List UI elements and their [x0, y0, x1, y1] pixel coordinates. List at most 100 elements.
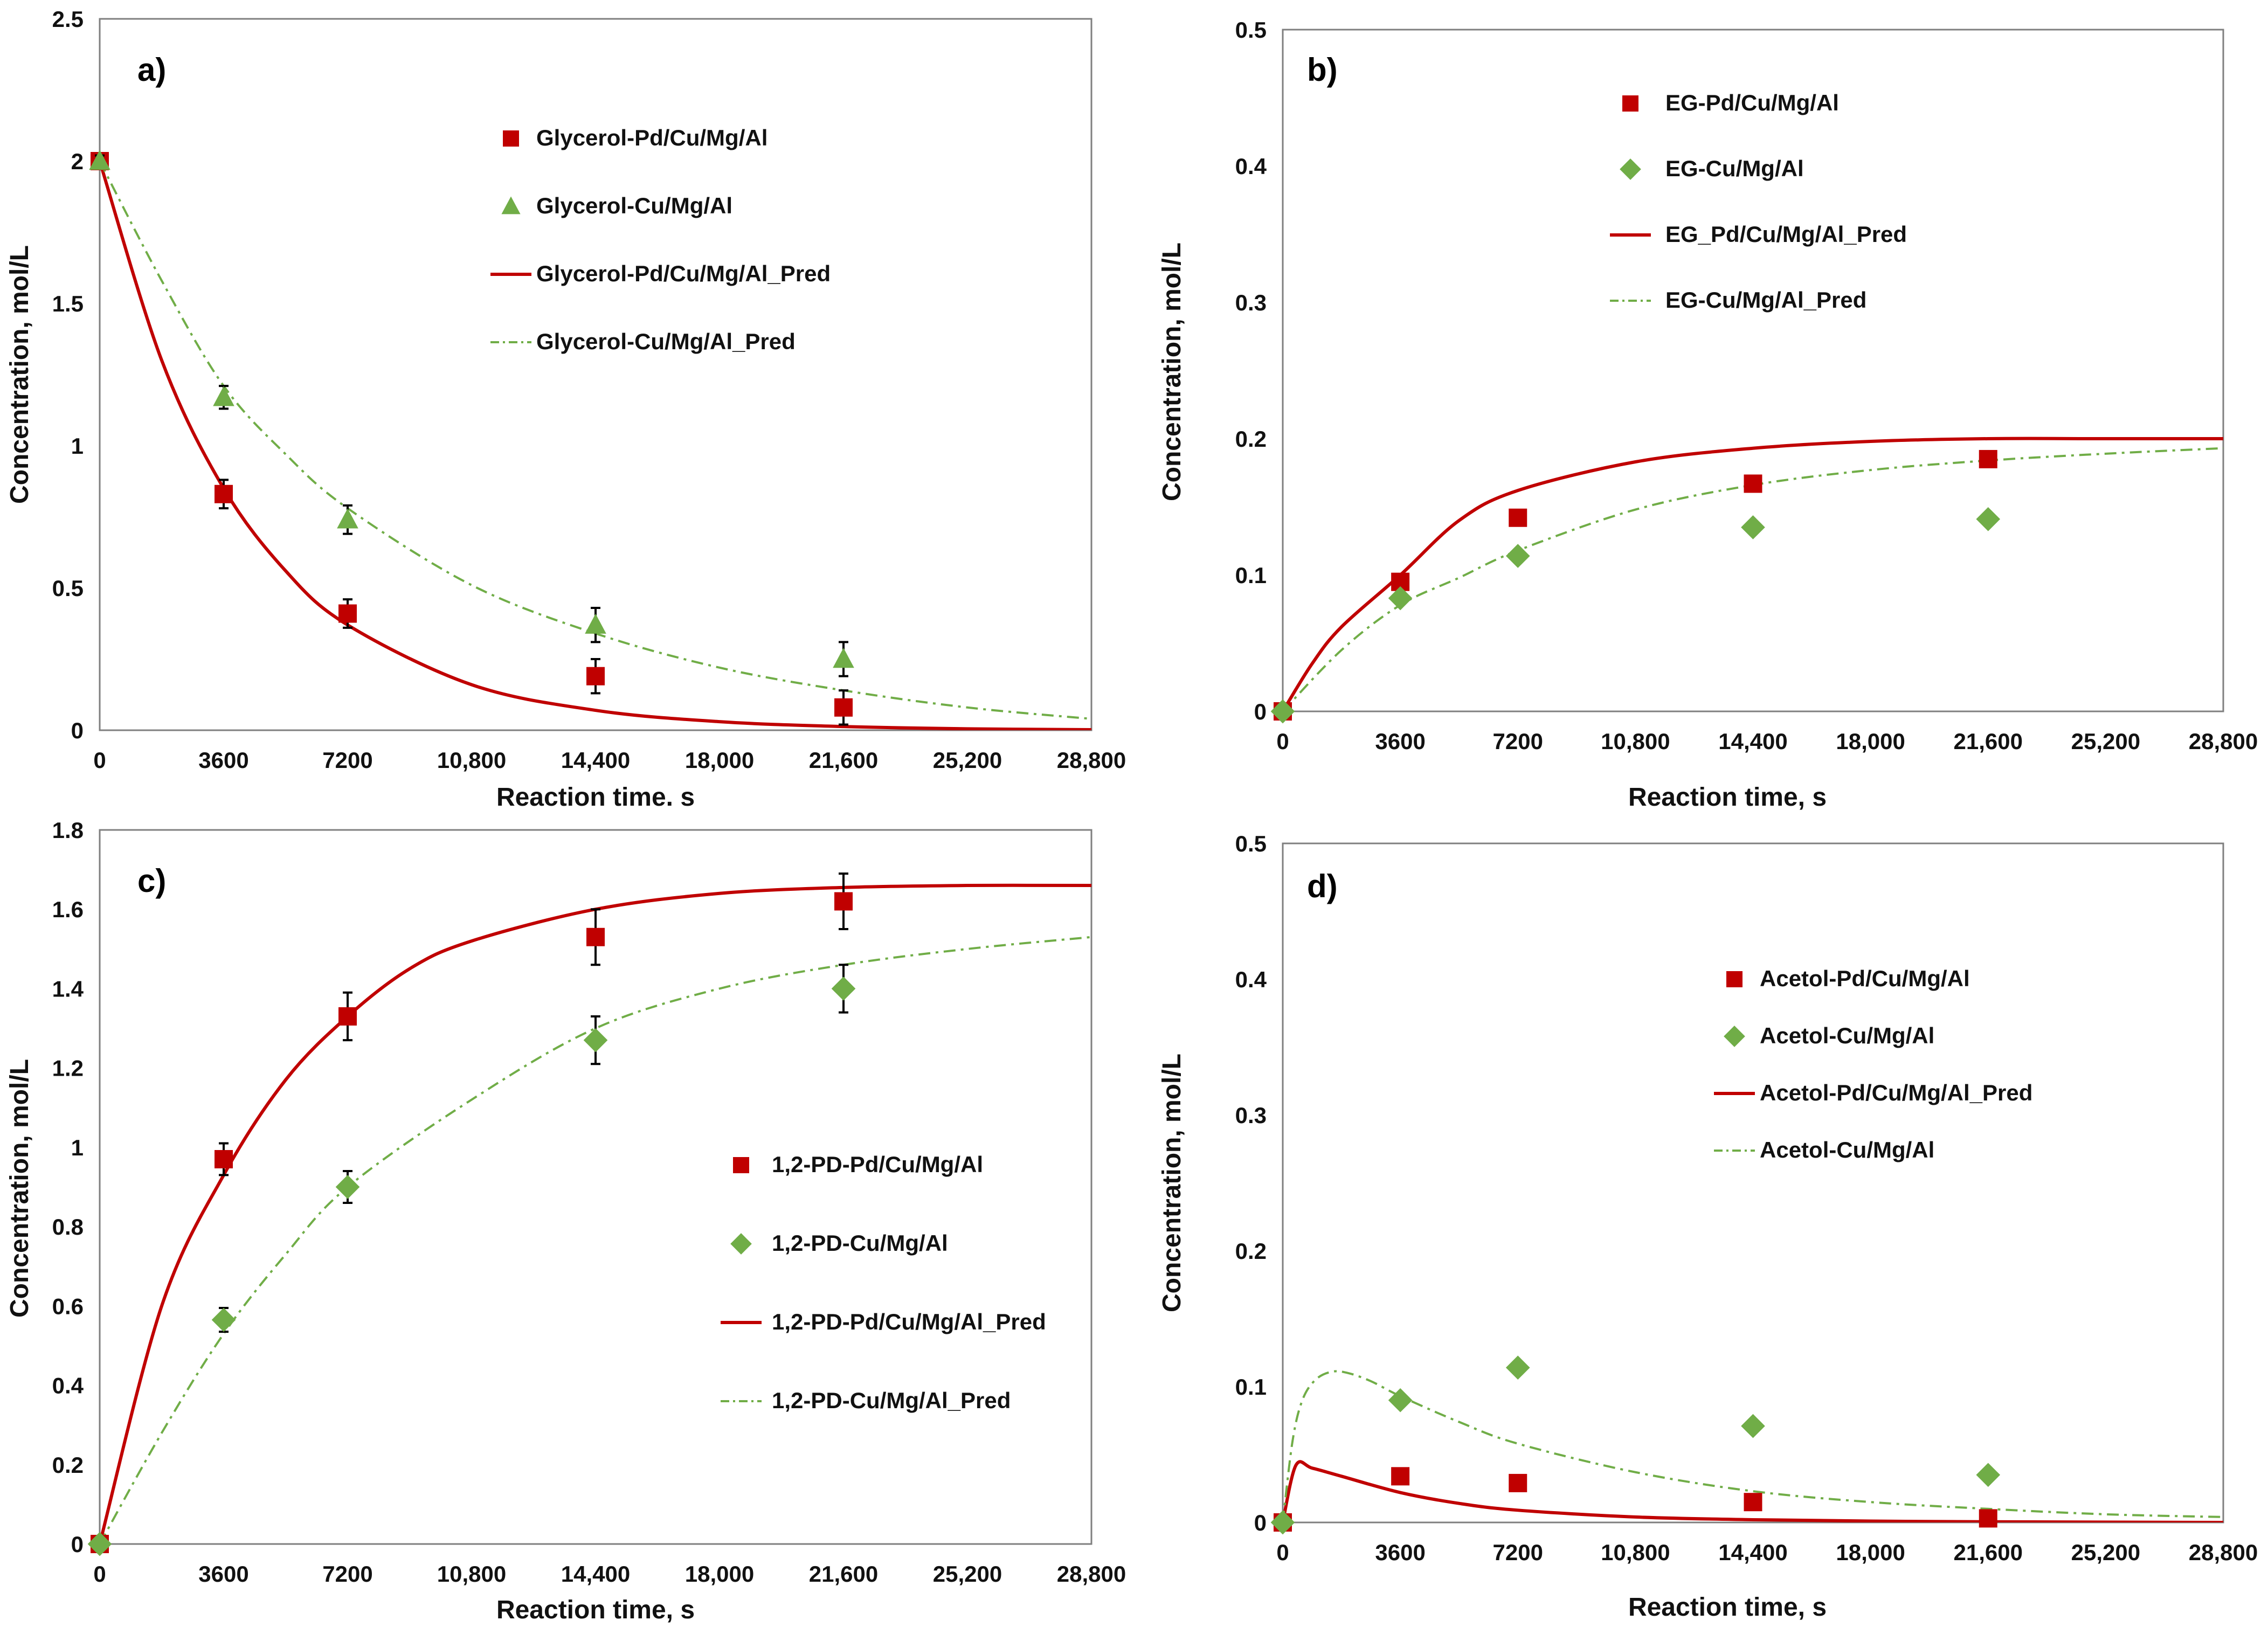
legend-label: Acetol-Cu/Mg/Al: [1760, 1137, 1934, 1162]
data-point: [586, 667, 605, 686]
plot-area: [1282, 29, 2224, 712]
panel-d: 0 0.1 0.2 0.3 0.4 0.5 0 3600 7200 10,800 14,400 18,…: [1158, 831, 2258, 1622]
data-point: [583, 1028, 608, 1053]
series-line: [100, 883, 1091, 1544]
x-tick-label: 28,800: [2189, 1540, 2258, 1565]
data-point: [1976, 507, 2001, 531]
legend-marker: [1726, 971, 1743, 987]
data-point: [834, 892, 853, 911]
data-point: [338, 1007, 357, 1026]
y-tick-label: 0.3: [1235, 1103, 1267, 1128]
panel-a: 0 0.5 1 1.5 2 2.5 0 3600 7200 10,800 14,400 18,000 2…: [5, 6, 1126, 812]
x-axis-title: Reaction time, s: [1628, 1593, 1827, 1622]
y-tick-label: 0.4: [1235, 154, 1267, 179]
legend-label: EG-Cu/Mg/Al_Pred: [1665, 287, 1866, 313]
y-tick-label: 1.4: [52, 976, 84, 1001]
series-line: [100, 936, 1091, 1544]
panel-label: d): [1307, 868, 1338, 904]
legend-label: EG-Pd/Cu/Mg/Al: [1665, 90, 1839, 115]
data-point: [1744, 1493, 1762, 1512]
data-point: [586, 927, 605, 946]
legend-marker: [1622, 95, 1638, 112]
series-line: [100, 161, 1091, 730]
x-tick-label: 18,000: [1836, 1540, 1905, 1565]
legend-label: Glycerol-Pd/Cu/Mg/Al: [536, 125, 767, 150]
data-point: [89, 150, 110, 170]
data-point: [1509, 1473, 1527, 1492]
x-tick-label: 3600: [1375, 729, 1425, 754]
x-axis-title: Reaction time, s: [496, 1596, 695, 1624]
plot-area: [99, 829, 1092, 1545]
legend-marker: [501, 196, 521, 214]
series-line: [1283, 437, 2223, 711]
y-tick-label: 0: [71, 1532, 84, 1557]
x-tick-label: 21,600: [1954, 1540, 2023, 1565]
x-tick-label: 7200: [322, 1561, 372, 1587]
x-tick-label: 3600: [198, 747, 248, 773]
y-tick-label: 0.5: [1235, 831, 1267, 856]
legend-label: 1,2-PD-Pd/Cu/Mg/Al: [772, 1152, 983, 1177]
data-point: [213, 386, 234, 406]
data-point: [1505, 544, 1530, 568]
legend-marker: [733, 1157, 749, 1173]
y-tick-label: 1: [71, 433, 84, 459]
x-tick-label: 21,600: [809, 1561, 878, 1587]
y-tick-label: 0.1: [1235, 563, 1267, 588]
y-tick-label: 1.5: [52, 291, 84, 316]
series-line: [1283, 447, 2223, 711]
data-point: [1388, 586, 1413, 611]
x-tick-label: 25,200: [2071, 729, 2140, 754]
data-point: [1979, 1509, 1997, 1528]
x-tick-label: 18,000: [1836, 729, 1905, 754]
y-tick-label: 0.6: [52, 1293, 84, 1319]
legend-marker: [730, 1233, 752, 1255]
y-tick-label: 0.4: [1235, 967, 1267, 992]
x-tick-label: 28,800: [1057, 747, 1126, 773]
y-tick-label: 0.3: [1235, 290, 1267, 315]
x-tick-label: 0: [1276, 1540, 1289, 1565]
y-tick-label: 0: [71, 718, 84, 743]
y-tick-label: 0.5: [1235, 17, 1267, 43]
x-tick-label: 14,400: [561, 747, 630, 773]
x-tick-label: 7200: [1493, 1540, 1543, 1565]
y-tick-label: 0.2: [52, 1452, 84, 1478]
data-point: [833, 648, 854, 668]
legend-label: Acetol-Pd/Cu/Mg/Al: [1760, 966, 1970, 991]
legend-label: Glycerol-Pd/Cu/Mg/Al_Pred: [536, 261, 831, 286]
y-tick-label: 0: [1254, 1510, 1267, 1535]
data-point: [335, 1175, 360, 1199]
y-tick-label: 0.2: [1235, 426, 1267, 452]
y-axis-title: Concentration, mol/L: [5, 245, 34, 504]
legend-label: EG-Cu/Mg/Al: [1665, 156, 1804, 181]
y-tick-label: 1.8: [52, 818, 84, 843]
data-point: [87, 1532, 112, 1556]
series-line: [1283, 1460, 2223, 1522]
data-point: [215, 484, 233, 503]
data-point: [337, 508, 358, 529]
data-point: [1509, 508, 1527, 527]
legend-label: 1,2-PD-Cu/Mg/Al: [772, 1230, 948, 1256]
legend-marker: [503, 130, 519, 147]
data-point: [1270, 699, 1295, 724]
plot-area: [1282, 842, 2224, 1524]
x-tick-label: 10,800: [437, 1561, 506, 1587]
x-tick-label: 18,000: [685, 1561, 754, 1587]
data-point: [1976, 1463, 2001, 1487]
x-tick-label: 7200: [322, 747, 372, 773]
y-tick-label: 0.8: [52, 1214, 84, 1240]
x-tick-label: 25,200: [933, 1561, 1002, 1587]
panel-label: a): [137, 52, 166, 88]
x-tick-label: 0: [93, 747, 106, 773]
data-point: [1744, 474, 1762, 493]
y-axis-title: Concentration, mol/L: [1158, 1054, 1186, 1312]
x-tick-label: 28,800: [1057, 1561, 1126, 1587]
y-tick-label: 2.5: [52, 6, 84, 32]
y-tick-label: 0.4: [52, 1373, 84, 1398]
y-tick-label: 0.2: [1235, 1238, 1267, 1264]
plot-area: [99, 18, 1092, 731]
legend-marker: [1724, 1026, 1745, 1047]
data-point: [1270, 1510, 1295, 1535]
data-point: [1741, 515, 1765, 539]
